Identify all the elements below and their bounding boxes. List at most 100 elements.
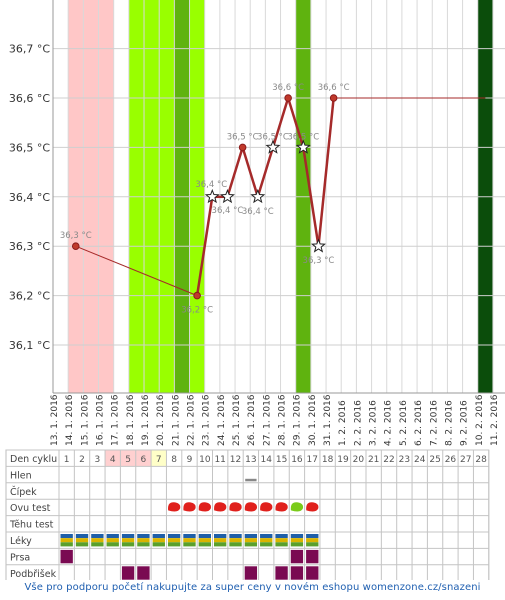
leky-marker [167, 534, 181, 539]
cycle-day-number: 26 [445, 455, 457, 465]
footer-promo-link[interactable]: Vše pro podporu početí nakupujte za supe… [24, 582, 481, 593]
leky-marker [275, 534, 288, 539]
prsa-marker [306, 549, 319, 564]
leky-marker [121, 542, 135, 547]
podbrisek-marker [290, 566, 304, 580]
cycle-day-number: 3 [95, 455, 101, 465]
x-tick-label: 28. 1. 2016 [278, 394, 288, 446]
table-row-label: Těhu test [9, 520, 54, 531]
prsa-marker [290, 549, 304, 564]
leky-marker [167, 542, 181, 547]
leky-marker [91, 534, 104, 539]
y-tick-label: 36,7 °C [9, 43, 50, 56]
x-tick-label: 1. 2. 2016 [338, 400, 348, 446]
x-tick-label: 2. 2. 2016 [353, 400, 363, 446]
data-label: 36,3 °C [303, 256, 335, 266]
ovu-test-marker [214, 502, 227, 512]
x-tick-label: 29. 1. 2016 [293, 394, 303, 446]
table-row-label: Čípek [10, 486, 37, 498]
leky-marker [60, 542, 73, 547]
series-segment [226, 147, 244, 198]
cycle-day-number: 21 [368, 455, 379, 465]
ovu-test-marker [260, 502, 273, 512]
y-tick-label: 36,6 °C [9, 92, 50, 105]
cycle-day-number: 2 [79, 455, 85, 465]
data-point-star [265, 139, 281, 154]
cycle-day-highlight [151, 450, 167, 467]
data-label: 36,4 °C [212, 206, 244, 216]
data-label: 36,5 °C [287, 132, 319, 142]
y-tick-label: 36,1 °C [9, 339, 50, 352]
leky-marker [214, 534, 227, 539]
ovu-test-marker [183, 502, 196, 512]
leky-marker [152, 534, 165, 539]
leky-marker [306, 534, 319, 539]
leky-marker [214, 542, 227, 547]
leky-marker [229, 534, 242, 539]
leky-marker [137, 538, 150, 543]
data-point-star [295, 139, 311, 154]
x-tick-label: 5. 2. 2016 [399, 400, 409, 446]
y-tick-label: 36,3 °C [9, 240, 50, 253]
y-tick-label: 36,4 °C [9, 191, 50, 204]
cycle-day-number: 6 [141, 455, 147, 465]
leky-marker [214, 538, 227, 543]
x-tick-label: 26. 1. 2016 [247, 394, 257, 446]
cycle-day-number: 15 [276, 455, 287, 465]
cycle-day-number: 23 [399, 455, 410, 465]
cycle-day-number: 24 [414, 455, 426, 465]
leky-marker [75, 534, 89, 539]
leky-marker [198, 538, 211, 543]
cycle-day-highlight [105, 450, 121, 467]
leky-marker [152, 542, 165, 547]
cycle-day-number: 20 [353, 455, 365, 465]
y-tick-label: 36,2 °C [9, 290, 50, 303]
cycle-day-number: 7 [156, 455, 162, 465]
ovu-test-marker [198, 502, 211, 512]
leky-marker [290, 538, 304, 543]
leky-marker [306, 542, 319, 547]
x-tick-label: 3. 2. 2016 [369, 400, 379, 446]
leky-marker [244, 534, 258, 539]
data-label: 36,5 °C [227, 132, 259, 142]
leky-marker [60, 534, 73, 539]
x-tick-label: 20. 1. 2016 [156, 394, 166, 446]
cycle-day-number: 22 [383, 455, 394, 465]
x-tick-label: 4. 2. 2016 [384, 400, 394, 446]
leky-marker [137, 542, 150, 547]
cycle-day-number: 5 [125, 455, 131, 465]
cycle-day-number: 9 [187, 455, 193, 465]
leky-marker [121, 538, 135, 543]
leky-marker [229, 542, 242, 547]
x-tick-label: 17. 1. 2016 [111, 394, 121, 446]
leky-marker [306, 538, 319, 543]
x-tick-label: 25. 1. 2016 [232, 394, 242, 446]
x-tick-label: 30. 1. 2016 [308, 394, 318, 446]
series-segment [286, 97, 305, 148]
table-row-label: Hlen [10, 470, 32, 481]
leky-marker [290, 542, 304, 547]
cycle-day-number: 14 [260, 455, 272, 465]
cycle-table [5, 449, 490, 580]
podbrisek-marker [137, 566, 150, 580]
leky-marker [260, 534, 273, 539]
leky-marker [121, 534, 135, 539]
y-tick-label: 36,5 °C [9, 141, 50, 154]
data-label: 36,4 °C [195, 180, 227, 190]
table-row-label: Léky [10, 536, 32, 547]
leky-marker [198, 542, 211, 547]
x-tick-label: 16. 1. 2016 [96, 394, 106, 446]
cycle-day-number: 1 [64, 455, 70, 465]
table-row-label: Podbřišek [10, 569, 57, 580]
data-label: 36,6 °C [272, 83, 304, 93]
series-segment [75, 245, 198, 297]
cycle-day-number: 18 [322, 455, 334, 465]
leky-marker [183, 542, 196, 547]
cycle-day-number: 27 [460, 455, 471, 465]
cycle-day-number: 17 [307, 455, 318, 465]
cycle-day-highlight [135, 450, 152, 467]
x-tick-label: 24. 1. 2016 [217, 394, 227, 446]
leky-marker [183, 534, 196, 539]
data-label: 36,4 °C [242, 207, 274, 217]
data-label: 36,5 °C [257, 132, 289, 142]
